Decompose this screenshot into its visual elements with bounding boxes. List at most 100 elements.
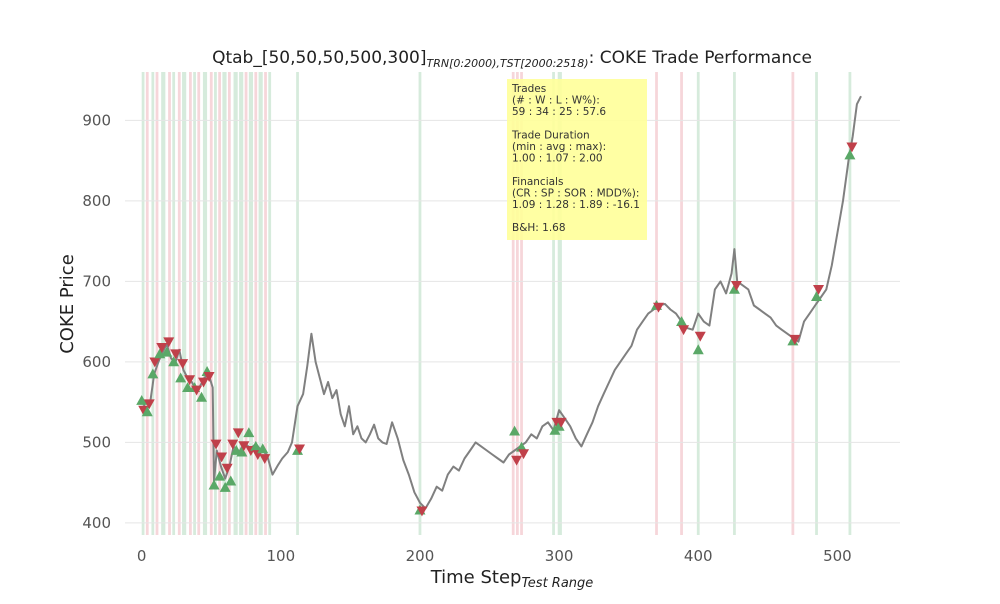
info-box-line: (CR : SP : SOR : MDD%): — [512, 187, 639, 199]
sell-marker — [294, 444, 306, 455]
x-axis-label-main: Time Step — [430, 567, 522, 588]
loss-trade-span — [680, 72, 683, 535]
info-box-background — [507, 79, 647, 240]
win-trade-span — [172, 72, 176, 535]
buy-marker — [136, 395, 148, 405]
sell-marker — [846, 142, 858, 153]
sell-marker — [177, 359, 189, 369]
buy-marker — [257, 443, 269, 454]
win-trade-span — [258, 72, 263, 535]
tick-labels: 0 100 200 300 400 500 400 500 600 700 800 900 — [82, 111, 851, 565]
buy-marker — [509, 425, 521, 436]
win-trade-span — [248, 72, 254, 535]
info-box-line: B&H: 1.68 — [512, 222, 566, 234]
info-box-line: 59 : 34 : 25 : 57.6 — [512, 106, 606, 118]
x-tick-label: 0 — [137, 547, 147, 565]
win-trade-span — [848, 72, 852, 535]
loss-trade-span — [145, 72, 149, 535]
sell-marker — [678, 325, 690, 336]
loss-trade-span — [197, 72, 201, 535]
sell-marker — [555, 417, 567, 428]
chart-title: Qtab_[50,50,50,500,300]TRN[0:2000),TST[2… — [212, 48, 812, 70]
x-axis-label-subscript: Test Range — [521, 576, 593, 591]
buy-marker — [196, 391, 208, 402]
loss-trade-span — [791, 72, 795, 535]
buy-marker — [182, 382, 194, 393]
win-trade-span — [239, 72, 244, 535]
info-box-line: Financials — [512, 176, 563, 188]
win-trade-span — [202, 72, 208, 535]
x-tick-label: 300 — [545, 547, 574, 565]
y-tick-label: 700 — [82, 272, 111, 290]
win-trade-span — [141, 72, 145, 535]
loss-trade-span — [189, 72, 192, 535]
win-trade-span — [214, 72, 217, 535]
buy-marker — [516, 441, 528, 452]
buy-marker — [161, 346, 173, 357]
sell-marker — [694, 331, 706, 342]
chart-labels: Qtab_[50,50,50,500,300]TRN[0:2000),TST[2… — [57, 48, 812, 591]
info-box-line: Trade Duration — [511, 129, 590, 141]
sell-marker — [216, 452, 228, 463]
buy-marker — [553, 420, 565, 431]
loss-trade-span — [209, 72, 213, 535]
sell-marker — [149, 357, 161, 368]
sell-marker — [143, 399, 155, 410]
loss-trade-span — [244, 72, 248, 535]
info-box: Trades(# : W : L : W%):59 : 34 : 25 : 57… — [507, 79, 647, 240]
buy-marker — [214, 470, 226, 481]
y-tick-label: 600 — [82, 353, 111, 371]
sell-marker — [221, 463, 233, 474]
sell-marker — [198, 377, 210, 388]
sell-marker — [227, 439, 239, 450]
loss-trade-span — [218, 72, 222, 535]
win-trade-span — [696, 72, 700, 535]
y-tick-label: 500 — [82, 433, 111, 451]
y-axis-label: COKE Price — [57, 254, 78, 354]
info-box-line: (# : W : L : W%): — [512, 95, 600, 107]
buy-marker — [141, 406, 153, 417]
buy-marker — [236, 446, 248, 457]
buy-marker — [676, 316, 688, 327]
sell-marker — [518, 449, 530, 460]
loss-trade-span — [515, 72, 519, 535]
buy-marker — [219, 481, 231, 492]
loss-trade-span — [227, 72, 231, 535]
sell-marker — [170, 349, 182, 360]
sell-marker — [163, 337, 175, 348]
win-trade-span — [161, 72, 166, 535]
sell-marker — [191, 385, 203, 396]
buy-marker — [175, 372, 187, 383]
win-trade-span — [233, 72, 238, 535]
sell-marker — [203, 371, 215, 382]
sell-marker — [232, 428, 244, 439]
info-box-line: Trades — [511, 83, 546, 95]
loss-trade-span — [177, 72, 181, 535]
info-box-line: 1.00 : 1.07 : 2.00 — [512, 153, 603, 165]
x-tick-label: 400 — [684, 547, 713, 565]
sell-marker — [184, 375, 196, 386]
sell-marker — [730, 280, 742, 291]
buy-marker — [243, 427, 255, 438]
chart-title-tail: : COKE Trade Performance — [589, 48, 812, 68]
buy-marker — [728, 283, 740, 294]
chart-title-subscript: TRN[0:2000),TST[2000:2518) — [427, 57, 589, 70]
y-tick-label: 900 — [82, 111, 111, 129]
loss-trade-span — [264, 72, 267, 535]
buy-marker — [168, 356, 180, 367]
chart-title-main: Qtab_[50,50,50,500,300] — [212, 48, 426, 68]
buy-marker — [811, 291, 823, 302]
buy-marker — [147, 368, 159, 379]
buy-marker — [250, 440, 262, 451]
y-tick-label: 800 — [82, 192, 111, 210]
win-trade-span — [222, 72, 227, 535]
trade-spans — [141, 72, 852, 535]
win-trade-span — [557, 72, 562, 535]
x-tick-label: 200 — [406, 547, 435, 565]
sell-marker — [156, 342, 168, 353]
y-tick-label: 400 — [82, 514, 111, 532]
sell-marker — [238, 441, 250, 452]
buy-marker — [225, 475, 237, 486]
